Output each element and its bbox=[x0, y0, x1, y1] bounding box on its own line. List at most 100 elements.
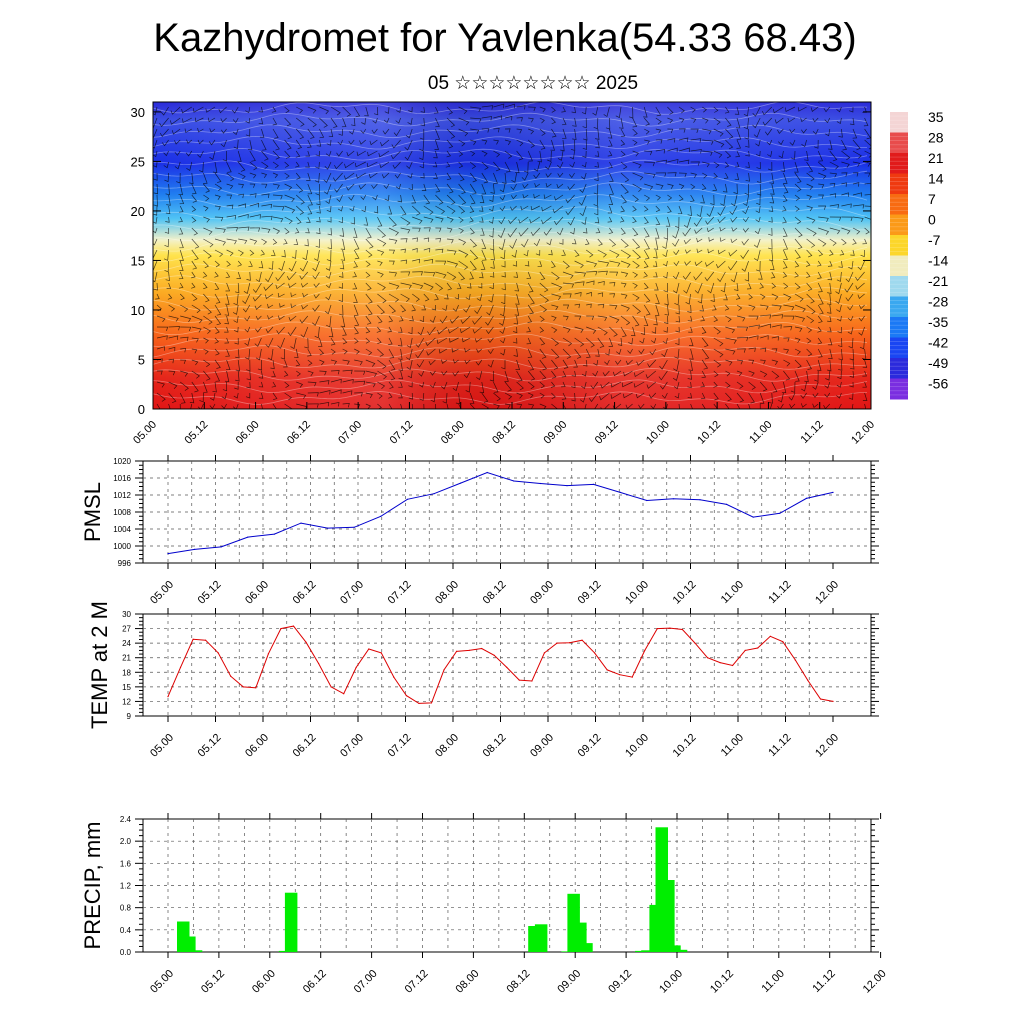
wind-barb bbox=[858, 304, 865, 310]
wind-barb bbox=[284, 194, 295, 203]
wind-barb bbox=[806, 194, 812, 200]
wind-barb bbox=[734, 161, 740, 168]
wind-barb bbox=[164, 172, 169, 183]
data-point bbox=[782, 641, 784, 643]
wind-barb bbox=[530, 205, 540, 211]
wind-barb bbox=[272, 205, 285, 211]
wind-barb bbox=[794, 227, 803, 238]
wind-barb bbox=[214, 359, 221, 369]
data-point bbox=[217, 652, 219, 654]
wind-barb bbox=[864, 139, 871, 150]
wind-barb bbox=[168, 392, 177, 404]
wind-barb bbox=[377, 315, 383, 324]
wind-barb bbox=[597, 303, 605, 309]
wind-barb bbox=[387, 205, 393, 215]
wind-barb bbox=[771, 282, 777, 289]
x-tick-label: 09.12 bbox=[576, 732, 604, 760]
wind-barb bbox=[829, 193, 837, 198]
wind-barb bbox=[745, 139, 750, 148]
wind-barb bbox=[694, 227, 703, 234]
wind-barb bbox=[225, 271, 231, 279]
wind-barb bbox=[539, 348, 547, 359]
wind-barb bbox=[168, 304, 176, 312]
wind-barb bbox=[690, 128, 699, 134]
wind-barb bbox=[191, 337, 199, 343]
wind-barb bbox=[260, 249, 265, 256]
wind-barb bbox=[528, 128, 535, 135]
wind-barb bbox=[353, 304, 359, 316]
grid-lines bbox=[143, 819, 871, 952]
wind-barb bbox=[806, 205, 813, 212]
wind-barb bbox=[659, 359, 668, 370]
wind-barb bbox=[203, 205, 209, 212]
wind-barb bbox=[238, 193, 244, 199]
data-point bbox=[757, 647, 759, 649]
wind-barb bbox=[693, 216, 703, 227]
wind-barb bbox=[288, 315, 297, 322]
y-tick-label: 1020 bbox=[113, 457, 131, 466]
wind-barb bbox=[181, 106, 192, 114]
wind-barb bbox=[794, 194, 800, 201]
wind-barb bbox=[620, 172, 630, 183]
wind-barb bbox=[488, 205, 494, 212]
wind-barb bbox=[725, 392, 732, 402]
wind-barb bbox=[323, 183, 332, 195]
wind-barb bbox=[817, 304, 824, 315]
wind-barb bbox=[756, 183, 762, 196]
wind-barb bbox=[794, 238, 803, 250]
wind-barb bbox=[687, 381, 692, 389]
wind-barb bbox=[153, 260, 158, 272]
wind-barb bbox=[232, 117, 239, 124]
wind-barb bbox=[593, 205, 599, 216]
wind-barb bbox=[168, 358, 174, 364]
wind-barb bbox=[203, 381, 208, 393]
wind-barb bbox=[458, 249, 469, 258]
wind-barb bbox=[388, 403, 393, 409]
wind-barb bbox=[827, 326, 832, 333]
wind-barb bbox=[625, 359, 633, 366]
wind-barb bbox=[481, 183, 487, 195]
wind-barb bbox=[203, 249, 212, 259]
wind-barb bbox=[178, 282, 184, 289]
wind-barb bbox=[334, 161, 343, 170]
wind-barb bbox=[378, 150, 390, 158]
wind-barb bbox=[488, 293, 494, 303]
data-point bbox=[779, 512, 781, 514]
wind-barb bbox=[762, 117, 773, 126]
wind-barb bbox=[499, 205, 506, 212]
wind-barb bbox=[156, 403, 161, 409]
wind-barb bbox=[688, 359, 693, 371]
wind-barb bbox=[233, 326, 239, 333]
wind-barb bbox=[203, 359, 211, 368]
wind-barb bbox=[388, 249, 396, 255]
wind-barb bbox=[398, 326, 403, 333]
wind-barb bbox=[486, 304, 494, 316]
wind-barb bbox=[226, 249, 234, 257]
wind-barb bbox=[400, 216, 411, 226]
wind-barb bbox=[469, 392, 475, 404]
wind-barb bbox=[653, 249, 658, 259]
wind-barb bbox=[290, 292, 297, 298]
wind-barb bbox=[805, 260, 811, 267]
wind-barb bbox=[527, 282, 534, 293]
wind-barb bbox=[180, 370, 189, 377]
wind-barb bbox=[516, 370, 523, 382]
colorbar-cell bbox=[890, 276, 908, 297]
wind-barb bbox=[469, 260, 477, 271]
wind-barb bbox=[341, 117, 347, 128]
wind-barb bbox=[725, 139, 734, 150]
wind-barb bbox=[191, 359, 199, 366]
wind-barb bbox=[713, 403, 719, 409]
wind-barb bbox=[516, 105, 526, 110]
wind-barb bbox=[701, 370, 707, 379]
wind-barb bbox=[377, 392, 383, 399]
contour-line bbox=[153, 287, 868, 300]
wind-barb bbox=[361, 205, 367, 213]
wind-barb bbox=[226, 183, 234, 190]
wind-barb bbox=[528, 117, 534, 123]
wind-barb bbox=[245, 403, 251, 409]
wind-barb bbox=[249, 183, 256, 188]
wind-barb bbox=[319, 348, 325, 356]
wind-barb bbox=[688, 337, 694, 347]
wind-barb bbox=[761, 106, 773, 116]
